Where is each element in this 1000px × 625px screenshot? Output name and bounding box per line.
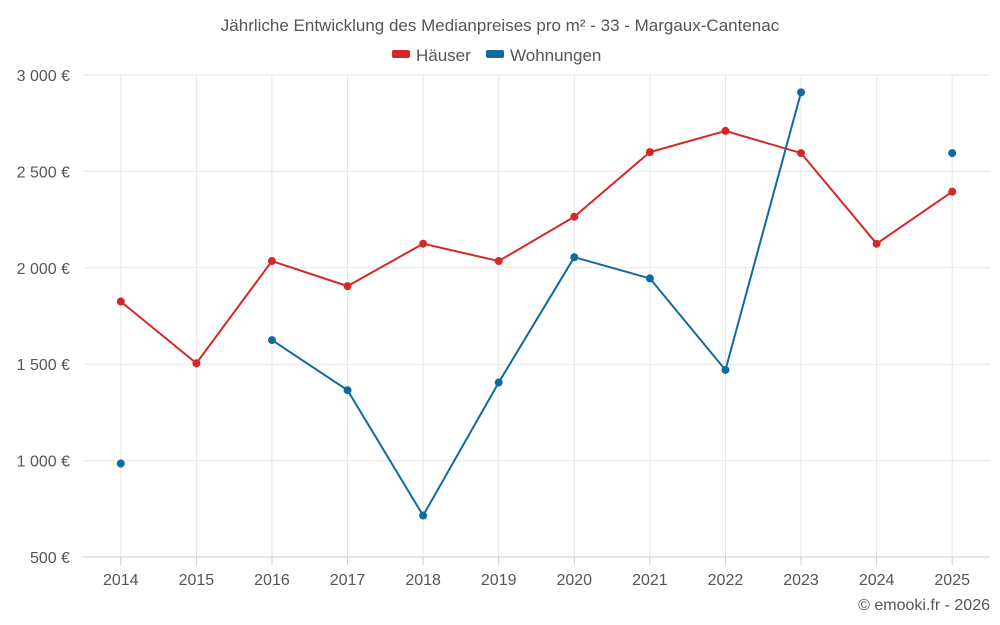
data-point-wohnungen[interactable] <box>570 253 579 262</box>
data-point-wohnungen[interactable] <box>343 386 352 395</box>
data-point-wohnungen[interactable] <box>721 365 730 374</box>
grid <box>83 74 990 565</box>
y-tick-label: 500 € <box>30 550 70 567</box>
legend-swatch-wohnungen <box>486 50 504 58</box>
y-tick-label: 2 000 € <box>17 261 70 278</box>
x-tick-label: 2024 <box>859 572 895 589</box>
data-point-wohnungen[interactable] <box>494 378 503 387</box>
legend[interactable]: Häuser Wohnungen <box>392 46 601 65</box>
data-point-haeuser[interactable] <box>797 149 806 158</box>
legend-label-haeuser: Häuser <box>416 46 471 65</box>
x-tick-label: 2018 <box>405 572 441 589</box>
data-point-wohnungen[interactable] <box>267 336 276 345</box>
series-line-haeuser <box>120 129 953 365</box>
x-tick-label: 2023 <box>783 572 819 589</box>
data-point-haeuser[interactable] <box>343 282 352 291</box>
legend-label-wohnungen: Wohnungen <box>510 46 601 65</box>
data-point-haeuser[interactable] <box>192 359 201 368</box>
x-tick-label: 2015 <box>179 572 215 589</box>
y-tick-label: 1 000 € <box>17 454 70 471</box>
legend-item-wohnungen[interactable]: Wohnungen <box>486 46 601 65</box>
data-point-haeuser[interactable] <box>570 212 579 221</box>
series-line-wohnungen <box>271 92 803 517</box>
x-tick-label: 2025 <box>934 572 970 589</box>
x-tick-label: 2016 <box>254 572 290 589</box>
x-tick-label: 2017 <box>330 572 366 589</box>
x-axis: 2014 2015 2016 2017 2018 2019 2020 2021 2022 2023… <box>103 572 970 589</box>
data-point-haeuser[interactable] <box>116 297 125 306</box>
data-point-haeuser[interactable] <box>721 126 730 135</box>
legend-item-haeuser[interactable]: Häuser <box>392 46 471 65</box>
data-point-haeuser[interactable] <box>419 239 428 248</box>
data-point-wohnungen[interactable] <box>419 511 428 520</box>
x-tick-label: 2019 <box>481 572 517 589</box>
x-tick-label: 2014 <box>103 572 139 589</box>
data-point-wohnungen[interactable] <box>797 88 806 97</box>
data-point-wohnungen[interactable] <box>116 459 125 468</box>
y-tick-label: 2 500 € <box>17 164 70 181</box>
data-point-wohnungen[interactable] <box>948 149 957 158</box>
y-tick-label: 1 500 € <box>17 357 70 374</box>
data-point-haeuser[interactable] <box>494 257 503 266</box>
x-tick-label: 2020 <box>556 572 592 589</box>
data-point-haeuser[interactable] <box>267 257 276 266</box>
y-tick-label: 3 000 € <box>17 68 70 85</box>
x-tick-label: 2022 <box>708 572 744 589</box>
data-point-haeuser[interactable] <box>645 148 654 157</box>
data-point-haeuser[interactable] <box>872 239 881 248</box>
data-point-haeuser[interactable] <box>948 187 957 196</box>
x-tick-label: 2021 <box>632 572 668 589</box>
legend-swatch-haeuser <box>392 50 410 58</box>
y-axis: 500 € 1 000 € 1 500 € 2 000 € 2 500 € 3 000 € <box>17 68 70 567</box>
data-point-wohnungen[interactable] <box>645 274 654 283</box>
copyright-text: © emooki.fr - 2026 <box>858 597 990 614</box>
chart-title: Jährliche Entwicklung des Medianpreises … <box>221 16 780 35</box>
plot-area <box>116 88 957 520</box>
